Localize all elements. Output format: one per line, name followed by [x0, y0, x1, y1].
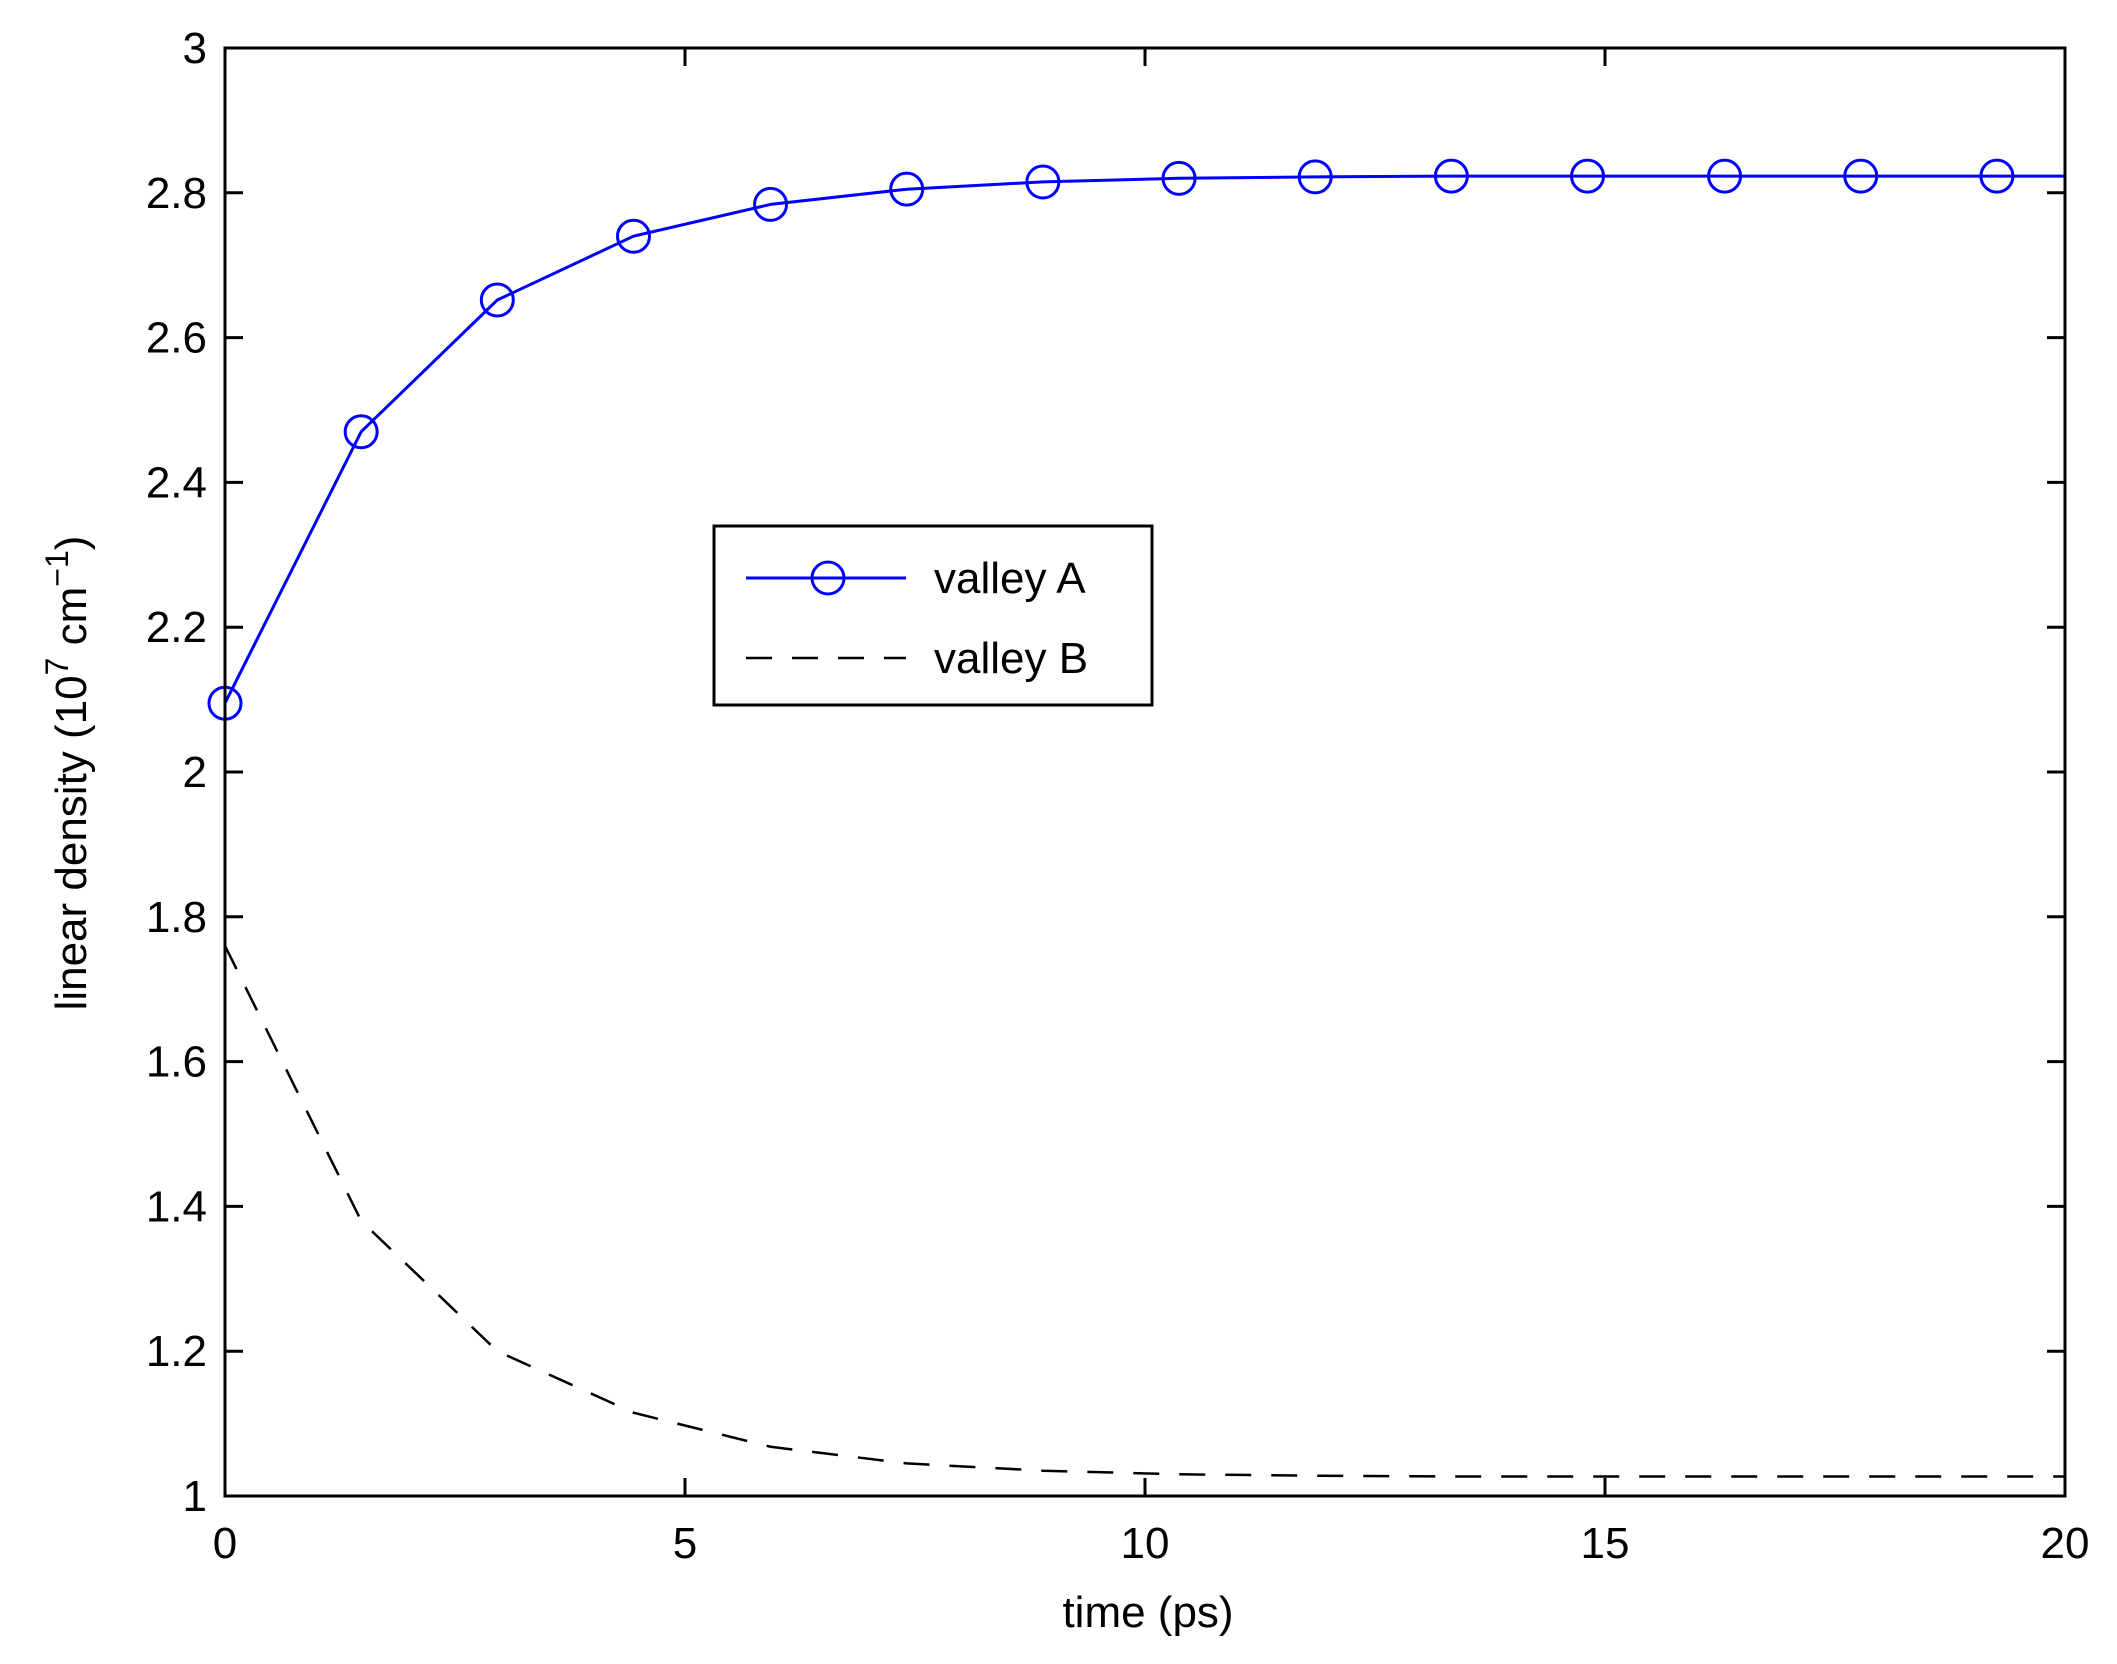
data-point-valley-a [1570, 158, 1606, 194]
data-point-valley-a [1297, 159, 1333, 195]
y-tick-label: 2.2 [146, 603, 207, 652]
x-tick-label: 0 [213, 1519, 237, 1568]
data-point-valley-a [889, 171, 925, 207]
y-axis-label-exponent-1: 7 [39, 658, 75, 676]
legend-label-valley-a: valley A [934, 554, 1086, 603]
x-tick-label: 10 [1121, 1519, 1170, 1568]
y-axis-label-suffix: ) [47, 536, 96, 551]
x-axis-label: time (ps) [1062, 1588, 1233, 1637]
data-point-valley-a [615, 218, 651, 254]
y-tick-label: 1 [183, 1472, 207, 1521]
y-axis-label-middle: cm [47, 587, 96, 658]
y-tick-label: 2.6 [146, 314, 207, 363]
data-point-valley-a [1025, 164, 1061, 200]
y-tick-label: 2 [183, 748, 207, 797]
y-tick-label: 3 [183, 24, 207, 73]
data-point-valley-a [343, 414, 379, 450]
y-axis-label-exponent-2: −1 [39, 550, 75, 586]
series-line-valley-a [223, 174, 2065, 704]
data-point-valley-a [1979, 158, 2015, 194]
y-tick-label: 1.4 [146, 1182, 207, 1231]
x-tick-label: 20 [2041, 1519, 2090, 1568]
data-point-valley-a [1161, 160, 1197, 196]
y-tick-label: 2.8 [146, 169, 207, 218]
data-point-valley-a [1707, 158, 1743, 194]
data-point-valley-a [1433, 158, 1469, 194]
data-point-valley-a [753, 186, 789, 222]
x-tick-label: 5 [673, 1519, 697, 1568]
y-tick-label: 2.4 [146, 458, 207, 507]
y-tick-label: 1.8 [146, 893, 207, 942]
x-tick-label: 15 [1581, 1519, 1630, 1568]
y-axis-label: linear density (107 cm−1) [39, 536, 96, 1011]
data-point-valley-a [479, 282, 515, 318]
legend: valley A valley B [712, 524, 1154, 707]
legend-box [712, 524, 1154, 707]
legend-label-valley-b: valley B [934, 634, 1088, 683]
y-axis-label-prefix: linear density (10 [47, 675, 96, 1010]
y-tick-label: 1.6 [146, 1038, 207, 1087]
plot-area [207, 158, 2065, 1478]
axes: 0 5 10 15 20 1 1.2 1.4 1.6 1.8 2 2.2 2.4 2.6 2.8 3 [146, 24, 2090, 1568]
y-tick-label: 1.2 [146, 1327, 207, 1376]
legend-swatch-valley-a-marker [810, 560, 846, 596]
data-point-valley-a [1843, 158, 1879, 194]
